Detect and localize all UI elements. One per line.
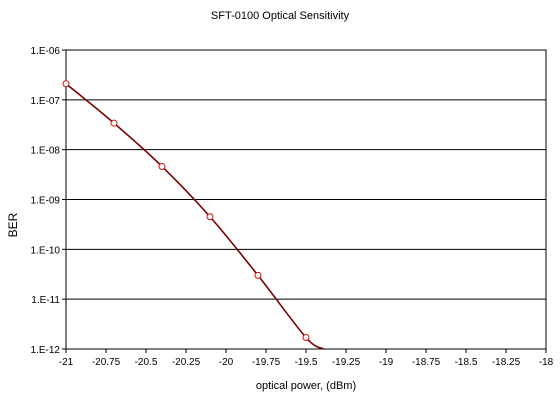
x-tick-label: -18.75 xyxy=(412,357,441,368)
data-point xyxy=(254,271,262,279)
y-tick-label: 1.E-12 xyxy=(31,345,61,356)
x-tick-label: -20.75 xyxy=(92,357,121,368)
x-tick-label: -19 xyxy=(379,357,394,368)
data-point xyxy=(302,334,310,342)
y-axis-label: BER xyxy=(6,212,20,237)
plot-area: 1.E-06 1.E-07 1.E-08 1.E-09 1.E-10 1.E-11 1.E-… xyxy=(31,46,554,368)
data-point xyxy=(62,80,70,88)
x-tick-label: -19.5 xyxy=(295,357,318,368)
y-tick-label: 1.E-09 xyxy=(31,196,61,207)
x-tick-label: -18.25 xyxy=(492,357,521,368)
x-tick-label: -20.25 xyxy=(172,357,201,368)
x-tick-label: -21 xyxy=(59,357,74,368)
x-tick-label: -20 xyxy=(219,357,234,368)
y-tick-label: 1.E-06 xyxy=(31,46,61,57)
y-tick-label: 1.E-07 xyxy=(31,96,61,107)
x-axis-label: optical power, (dBm) xyxy=(256,380,356,392)
data-point xyxy=(158,162,166,170)
x-tick-label: -20.5 xyxy=(135,357,158,368)
x-tick-label: -18 xyxy=(539,357,554,368)
chart-title: SFT-0100 Optical Sensitivity xyxy=(211,10,350,22)
data-point xyxy=(110,119,118,127)
x-tick-label: -19.75 xyxy=(252,357,281,368)
y-tick-label: 1.E-11 xyxy=(31,295,60,306)
y-tick-label: 1.E-08 xyxy=(31,146,61,157)
x-tick-label: -19.25 xyxy=(332,357,361,368)
y-tick-label: 1.E-10 xyxy=(31,245,61,256)
x-tick-label: -18.5 xyxy=(455,357,478,368)
data-point xyxy=(206,213,214,221)
series-line xyxy=(65,83,325,350)
